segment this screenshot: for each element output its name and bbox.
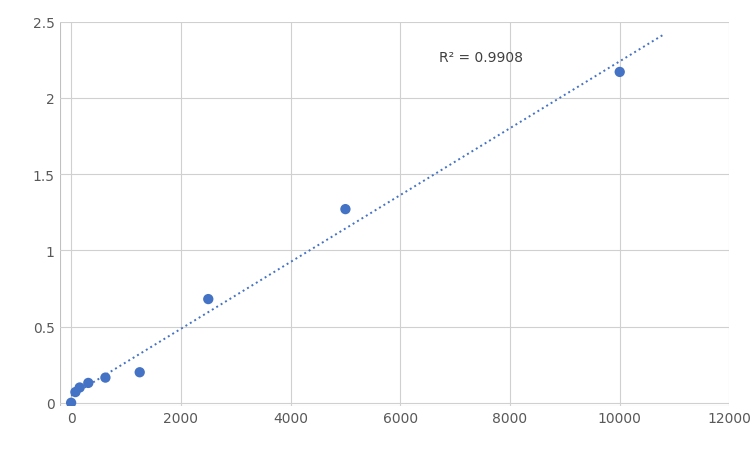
Point — [202, 296, 214, 303]
Point — [65, 399, 77, 406]
Point — [82, 379, 94, 387]
Point — [99, 374, 111, 382]
Point — [339, 206, 351, 213]
Point — [69, 389, 81, 396]
Point — [74, 384, 86, 391]
Text: R² = 0.9908: R² = 0.9908 — [438, 51, 523, 65]
Point — [614, 69, 626, 76]
Point — [134, 369, 146, 376]
